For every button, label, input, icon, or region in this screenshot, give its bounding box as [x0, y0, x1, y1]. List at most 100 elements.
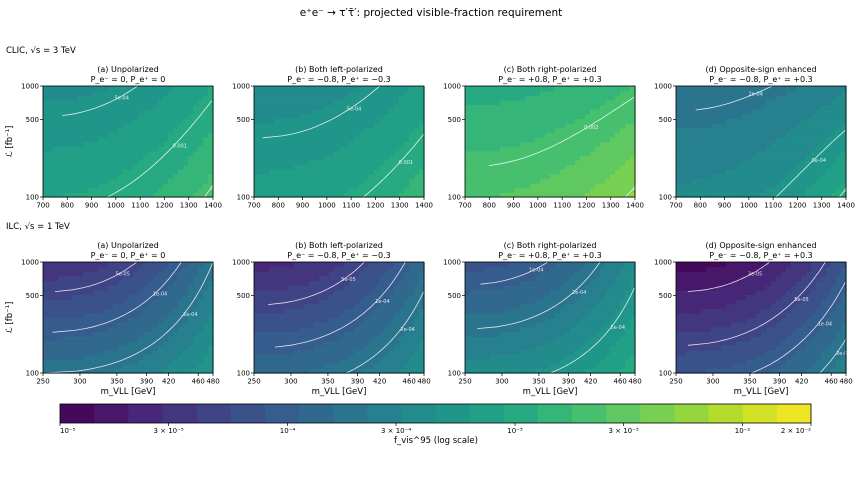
heatmap-cell [203, 104, 209, 110]
heatmap-cell [128, 123, 134, 129]
heatmap-cell [485, 90, 491, 96]
heatmap-cell [319, 90, 325, 96]
heatmap-cell [374, 275, 380, 282]
heatmap-cell [83, 155, 89, 161]
heatmap-cell [419, 294, 425, 300]
heatmap-cell [801, 127, 807, 133]
heatmap-cell [676, 136, 682, 143]
heatmap-cell [535, 123, 541, 129]
heatmap-cell [93, 266, 99, 272]
heatmap-cell [78, 118, 84, 124]
heatmap-cell [394, 303, 400, 309]
heatmap-cell [48, 164, 54, 170]
heatmap-cell [188, 95, 194, 101]
heatmap-cell [625, 123, 631, 129]
heatmap-cell [53, 99, 59, 106]
heatmap-cell [731, 90, 737, 96]
heatmap-cell [173, 90, 179, 96]
heatmap-cell [53, 336, 59, 342]
heatmap-cell [128, 285, 134, 291]
heatmap-cell [354, 331, 360, 337]
heatmap-cell [133, 285, 139, 291]
heatmap-cell [354, 349, 360, 356]
heatmap-cell [58, 178, 64, 184]
heatmap-cell [143, 150, 149, 156]
heatmap-cell [550, 187, 556, 193]
heatmap-cell [314, 289, 320, 295]
heatmap-cell [726, 155, 732, 161]
heatmap-cell [414, 104, 420, 110]
heatmap-cell [389, 322, 395, 328]
heatmap-cell [68, 173, 74, 180]
heatmap-cell [138, 192, 144, 198]
heatmap-cell [73, 262, 79, 268]
heatmap-cell [691, 99, 697, 106]
heatmap-cell [354, 132, 360, 138]
heatmap-cell [736, 183, 742, 189]
heatmap-cell [821, 118, 827, 124]
heatmap-cell [344, 109, 350, 115]
heatmap-cell [831, 160, 837, 166]
heatmap-cell [686, 164, 692, 170]
heatmap-cell [585, 146, 591, 152]
heatmap-cell [324, 271, 330, 277]
heatmap-cell [630, 113, 636, 119]
heatmap-cell [58, 146, 64, 152]
heatmap-cell [726, 187, 732, 193]
heatmap-cell [399, 312, 405, 319]
heatmap-cell [208, 118, 214, 124]
heatmap-cell [98, 109, 104, 115]
heatmap-cell [43, 109, 49, 115]
heatmap-cell [826, 141, 832, 147]
heatmap-cell [419, 317, 425, 323]
heatmap-cell [379, 303, 385, 309]
heatmap-cell [314, 354, 320, 360]
heatmap-cell [681, 192, 687, 198]
heatmap-cell [691, 160, 697, 166]
heatmap-cell [600, 123, 606, 129]
heatmap-cell [781, 192, 787, 198]
heatmap-cell [123, 368, 129, 374]
heatmap-cell [203, 368, 209, 374]
heatmap-cell [721, 136, 727, 143]
heatmap-cell [505, 192, 511, 198]
heatmap-cell [344, 113, 350, 119]
heatmap-cell [178, 354, 184, 360]
heatmap-cell [404, 303, 410, 309]
heatmap-cell [610, 104, 616, 110]
heatmap-cell [68, 90, 74, 96]
heatmap-cell [113, 262, 119, 268]
heatmap-cell [399, 289, 405, 295]
heatmap-cell [208, 266, 214, 272]
heatmap-cell [98, 312, 104, 319]
heatmap-cell [515, 192, 521, 198]
heatmap-cell [736, 104, 742, 110]
heatmap-cell [384, 285, 390, 291]
heatmap-cell [118, 303, 124, 309]
heatmap-cell [711, 150, 717, 156]
heatmap-cell [63, 173, 69, 180]
heatmap-cell [716, 155, 722, 161]
heatmap-cell [374, 368, 380, 374]
heatmap-cell [324, 109, 330, 115]
heatmap-cell [761, 178, 767, 184]
heatmap-cell [193, 317, 199, 323]
heatmap-cell [274, 173, 280, 180]
heatmap-cell [203, 331, 209, 337]
heatmap-cell [123, 155, 129, 161]
heatmap-cell [148, 303, 154, 309]
heatmap-cell [791, 160, 797, 166]
heatmap-cell [550, 127, 556, 133]
heatmap-cell [731, 109, 737, 115]
heatmap-cell [113, 359, 119, 365]
heatmap-cell [183, 95, 189, 101]
heatmap-cell [279, 368, 285, 374]
heatmap-cell [314, 113, 320, 119]
heatmap-cell [354, 169, 360, 175]
heatmap-cell [741, 173, 747, 180]
heatmap-cell [269, 192, 275, 198]
heatmap-cell [108, 164, 114, 170]
heatmap-cell [183, 113, 189, 119]
heatmap-cell [615, 127, 621, 133]
